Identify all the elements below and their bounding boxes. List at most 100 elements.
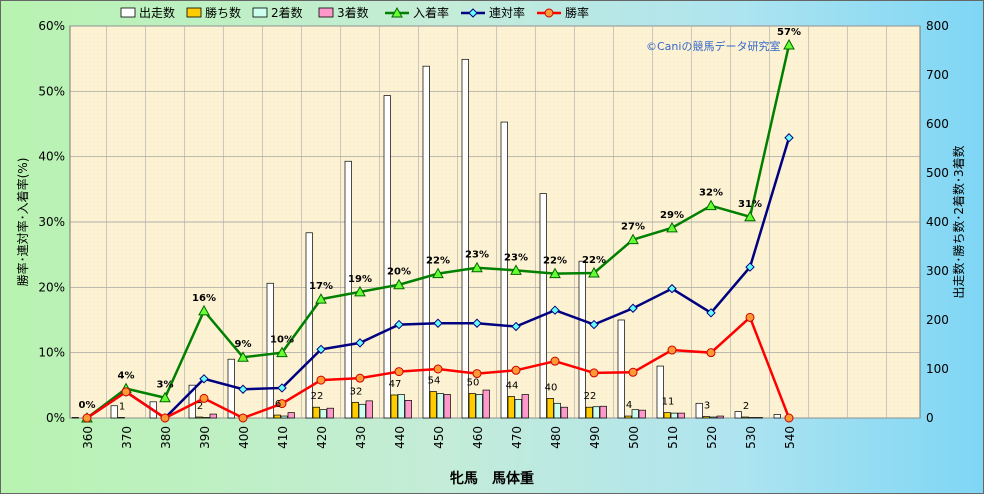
x-tick-label: 360 [81, 426, 95, 449]
bar-2 [592, 406, 600, 419]
point-label-top: 4% [118, 371, 135, 382]
bar-1 [273, 414, 281, 419]
bar-0 [539, 193, 547, 419]
diamond-marker [511, 321, 521, 332]
x-tick-label: 410 [276, 426, 290, 449]
legend-label: 入着率 [413, 5, 449, 20]
diamond-marker [706, 308, 716, 318]
triangle-marker [198, 304, 210, 316]
point-label-top: 29% [660, 210, 684, 221]
y-axis-right-title: 出走数･勝ち数･2着数･3着数 [951, 145, 966, 298]
circle-marker [511, 365, 521, 375]
point-label-top: 23% [465, 250, 489, 261]
triangle-marker [159, 391, 171, 403]
circle-marker [706, 348, 716, 358]
point-label-top: 17% [309, 281, 333, 292]
y-left-tick-label: 0% [46, 411, 65, 425]
circle-marker [745, 312, 755, 322]
bar-0 [110, 405, 118, 419]
bar-2 [631, 409, 639, 419]
point-label-count: 6 [275, 399, 281, 410]
bar-0 [266, 282, 274, 419]
bar-0 [227, 358, 235, 419]
bar-2 [436, 393, 444, 419]
point-label-count: 1 [119, 402, 125, 413]
bar-1 [702, 416, 710, 419]
point-label-count: 4 [626, 400, 632, 411]
point-label-top: 0% [79, 400, 96, 411]
bar-3 [404, 400, 412, 419]
x-tick-label: 420 [315, 426, 329, 449]
bar-0 [344, 160, 352, 419]
y-left-tick-label: 60% [38, 19, 65, 33]
point-label-top: 10% [270, 335, 294, 346]
x-axis-title: 牝馬 馬体重 [450, 470, 534, 487]
x-tick-label: 460 [471, 426, 485, 449]
x-tick-label: 500 [627, 426, 641, 449]
x-tick-label: 540 [783, 426, 797, 449]
point-label-top: 23% [504, 252, 528, 263]
circle-marker [472, 369, 482, 379]
point-label-count: 44 [506, 380, 519, 391]
triangle-marker [510, 264, 522, 275]
x-tick-label: 450 [432, 426, 446, 449]
point-label-count: 2 [743, 401, 749, 412]
point-label-top: 9% [235, 339, 252, 350]
diamond-marker [550, 305, 560, 315]
bar-3 [443, 394, 451, 419]
point-label-count: 11 [662, 397, 675, 408]
y-right-tick-label: 600 [926, 117, 949, 131]
bar-0 [422, 65, 430, 419]
y-left-tick-label: 40% [38, 150, 65, 164]
x-tick-label: 370 [120, 426, 134, 449]
legend: 出走数 勝ち数 2着数 3着数 入着率 連対率 勝率 [120, 5, 589, 20]
circle-marker [316, 375, 326, 385]
y-right-tick-label: 800 [926, 19, 949, 33]
x-tick-label: 510 [666, 426, 680, 449]
point-label-top: 20% [387, 267, 411, 278]
bar-3 [287, 412, 295, 419]
circle-marker [238, 413, 248, 423]
legend-label: 2着数 [271, 5, 303, 20]
bar-1 [585, 406, 593, 419]
bar-1 [468, 393, 476, 419]
diamond-marker [433, 318, 443, 328]
triangle-marker [354, 285, 366, 297]
diamond-marker [472, 318, 482, 328]
y-right-tick-label: 0 [926, 411, 934, 425]
bar-3 [716, 415, 724, 419]
bar-2 [280, 415, 288, 419]
diamond-marker [628, 303, 638, 313]
circle-marker [784, 413, 794, 423]
point-label-top: 22% [543, 256, 567, 267]
point-label-top: 57% [777, 27, 801, 38]
y-left-tick-label: 50% [38, 84, 65, 98]
y-right-tick-label: 100 [926, 362, 949, 376]
point-label-count: 40 [545, 382, 558, 393]
bar-0 [773, 414, 781, 419]
point-label-top: 22% [582, 255, 606, 266]
point-label-count: 22 [311, 391, 324, 402]
triangle-marker [549, 267, 561, 279]
circle-marker [667, 345, 677, 355]
bar-0 [695, 402, 703, 419]
bar-3 [599, 405, 607, 419]
legend-marker [544, 8, 554, 18]
bar-0 [617, 319, 625, 419]
circle-marker [277, 399, 287, 409]
legend-swatch [186, 7, 202, 18]
point-label-count: 32 [350, 386, 363, 397]
triangle-marker [237, 351, 249, 362]
circle-marker [160, 413, 170, 423]
circle-marker [199, 393, 209, 403]
bar-0 [734, 411, 742, 419]
circle-marker [82, 413, 92, 423]
y-left-tick-label: 30% [38, 215, 65, 229]
bar-0 [305, 232, 313, 419]
point-label-count: 3 [704, 401, 710, 412]
point-label-top: 27% [621, 222, 645, 233]
diamond-marker [667, 283, 677, 294]
diamond-marker [355, 338, 365, 348]
point-label-top: 32% [699, 188, 723, 199]
